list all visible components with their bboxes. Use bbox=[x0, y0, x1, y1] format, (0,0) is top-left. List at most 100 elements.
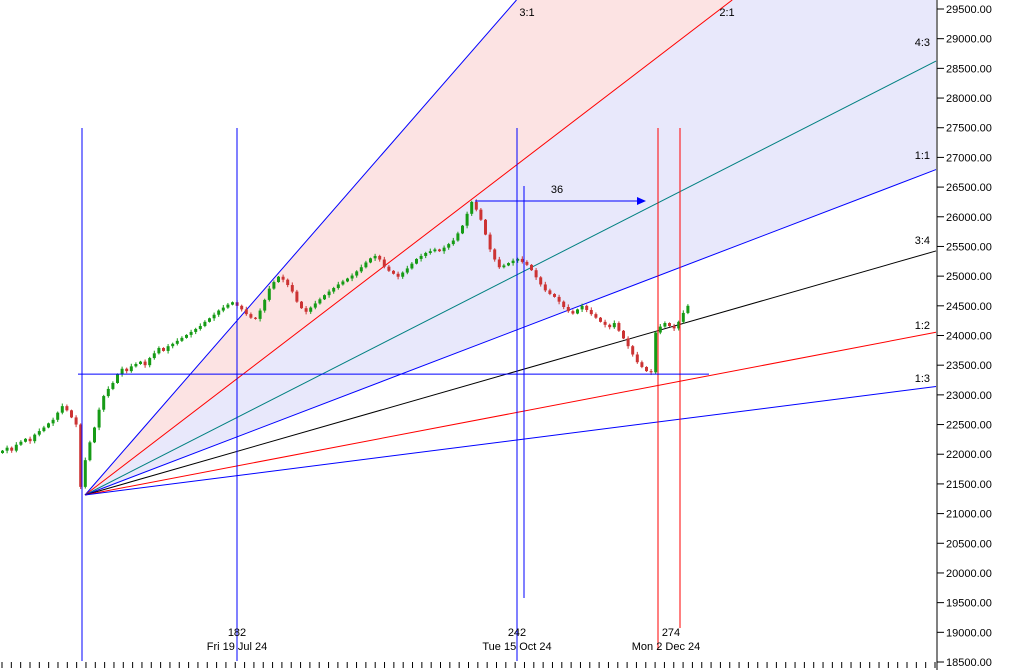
candle-body bbox=[93, 427, 96, 443]
candle-body bbox=[562, 301, 566, 308]
candle-body bbox=[373, 255, 377, 259]
fan-ratio-label-4-3: 4:3 bbox=[915, 37, 930, 49]
candle-body bbox=[281, 276, 285, 280]
candle-body bbox=[129, 366, 133, 372]
gann-fan-line-4-3[interactable] bbox=[84, 60, 937, 496]
candle-body bbox=[479, 209, 483, 220]
y-axis-label: 19000.00 bbox=[946, 627, 992, 639]
candle-body bbox=[497, 259, 501, 268]
gann-fan-line-3-1[interactable] bbox=[84, 0, 517, 496]
y-axis-label: 21000.00 bbox=[946, 509, 992, 521]
candle-body bbox=[217, 310, 221, 315]
candle-body bbox=[571, 311, 575, 314]
gann-fan-line-3-4[interactable] bbox=[84, 250, 937, 496]
y-axis-label: 28000.00 bbox=[946, 93, 992, 105]
candle-body bbox=[295, 291, 299, 302]
candle-body bbox=[336, 284, 340, 289]
candle-body bbox=[10, 447, 14, 451]
candle-body bbox=[332, 288, 336, 292]
candle-body bbox=[525, 261, 529, 265]
candle-body bbox=[309, 307, 313, 312]
candle-body bbox=[516, 258, 520, 261]
candle-body bbox=[668, 323, 671, 327]
candle-body bbox=[433, 249, 437, 252]
candle-body bbox=[672, 326, 676, 329]
candle-body bbox=[612, 323, 616, 328]
candle-body bbox=[484, 219, 487, 235]
candle-body bbox=[410, 263, 414, 269]
candle-body bbox=[152, 353, 156, 359]
candle-body bbox=[51, 419, 55, 424]
fan-zone-1 bbox=[85, 0, 936, 495]
gann-fan-zones bbox=[85, 0, 936, 495]
candle-body bbox=[14, 444, 18, 451]
candle-body bbox=[488, 234, 492, 250]
fan-ratio-label-1-1: 1:1 bbox=[915, 150, 930, 162]
candle-body bbox=[530, 264, 533, 271]
candle-body bbox=[56, 412, 60, 420]
gann-fan-line-1-2[interactable] bbox=[84, 331, 937, 496]
candle-body bbox=[1, 450, 4, 454]
candle-body bbox=[240, 305, 244, 310]
candle-body bbox=[185, 334, 188, 338]
candle-body bbox=[681, 312, 685, 322]
candle-body bbox=[548, 290, 552, 294]
candle-body bbox=[553, 293, 556, 297]
y-axis-label: 20000.00 bbox=[946, 568, 992, 580]
y-axis-label: 23000.00 bbox=[946, 390, 992, 402]
y-axis-label: 27500.00 bbox=[946, 123, 992, 135]
candle-body bbox=[194, 328, 198, 332]
y-axis-label: 25500.00 bbox=[946, 241, 992, 253]
candlesticks bbox=[1, 199, 690, 490]
gann-fan-line-1-3[interactable] bbox=[84, 386, 937, 496]
candle-body bbox=[387, 266, 391, 271]
candle-body bbox=[102, 396, 106, 410]
candle-body bbox=[557, 296, 561, 302]
fan-ratio-label-1-2: 1:2 bbox=[915, 320, 930, 332]
y-axis-label: 18500.00 bbox=[946, 657, 992, 669]
candle-body bbox=[327, 291, 331, 296]
candle-body bbox=[626, 338, 630, 347]
candle-body bbox=[258, 310, 262, 319]
candle-body bbox=[79, 424, 83, 487]
candle-body bbox=[539, 277, 543, 285]
candle-body bbox=[640, 362, 644, 367]
candle-body bbox=[111, 382, 115, 389]
gann-fan-lines[interactable] bbox=[84, 0, 937, 496]
candle-body bbox=[175, 340, 179, 344]
y-axis-label: 24500.00 bbox=[946, 301, 992, 313]
candle-body bbox=[19, 441, 23, 445]
candle-body bbox=[221, 307, 225, 311]
candle-body bbox=[649, 371, 653, 373]
gann-fan-line-1-1[interactable] bbox=[84, 169, 937, 496]
candle-body bbox=[589, 309, 593, 315]
candle-body bbox=[585, 305, 589, 310]
candle-body bbox=[359, 267, 363, 272]
candle-body bbox=[658, 326, 662, 333]
candle-body bbox=[47, 423, 50, 428]
candle-body bbox=[74, 417, 78, 425]
measure-arrow-label: 36 bbox=[551, 184, 563, 196]
candle-body bbox=[428, 251, 432, 253]
y-axis-label: 24000.00 bbox=[946, 331, 992, 343]
candle-body bbox=[267, 288, 271, 300]
x-axis-bar-number: 182 bbox=[228, 627, 246, 639]
candle-body bbox=[382, 259, 386, 267]
candle-body bbox=[24, 438, 27, 442]
candle-body bbox=[369, 258, 372, 263]
x-axis-bar-number: 274 bbox=[662, 627, 680, 639]
candle-body bbox=[65, 406, 69, 411]
candle-body bbox=[580, 305, 584, 310]
candle-body bbox=[60, 406, 64, 413]
candle-body bbox=[520, 258, 524, 262]
candle-body bbox=[5, 447, 9, 451]
candle-body bbox=[83, 460, 87, 487]
candle-body bbox=[419, 255, 423, 259]
candle-body bbox=[364, 262, 368, 268]
candle-body bbox=[654, 332, 658, 373]
candle-body bbox=[300, 301, 303, 309]
candle-body bbox=[208, 318, 211, 322]
candle-body bbox=[189, 331, 193, 335]
gann-fan-line-2-1[interactable] bbox=[84, 0, 733, 496]
